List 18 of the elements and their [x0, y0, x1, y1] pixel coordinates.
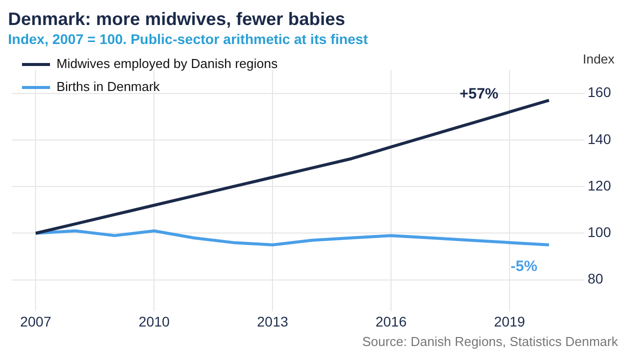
y-tick-label: 100 [588, 224, 612, 240]
legend-label: Midwives employed by Danish regions [56, 56, 278, 72]
annotation: -5% [510, 258, 538, 276]
x-tick-label: 2007 [20, 313, 52, 330]
y-tick-label: 160 [588, 84, 612, 100]
y-tick-label: 120 [588, 177, 612, 194]
legend-label: Births in Denmark [56, 79, 160, 94]
y-tick-label: 80 [588, 270, 604, 287]
source-note: Source: Danish Regions, Statistics Denmark [361, 334, 618, 349]
chart-title: Denmark: more midwives, fewer babies [8, 8, 346, 30]
x-tick-label: 2010 [138, 313, 170, 330]
y-axis-title: Index [582, 52, 616, 67]
annotation: +57% [460, 85, 498, 102]
chart-subtitle: Index, 2007 = 100. Public-sector arithmetic at its finest [8, 30, 369, 48]
x-tick-label: 2019 [494, 313, 526, 330]
x-tick-label: 2016 [375, 313, 407, 330]
x-tick-label: 2013 [257, 313, 288, 330]
y-tick-label: 140 [588, 130, 612, 147]
